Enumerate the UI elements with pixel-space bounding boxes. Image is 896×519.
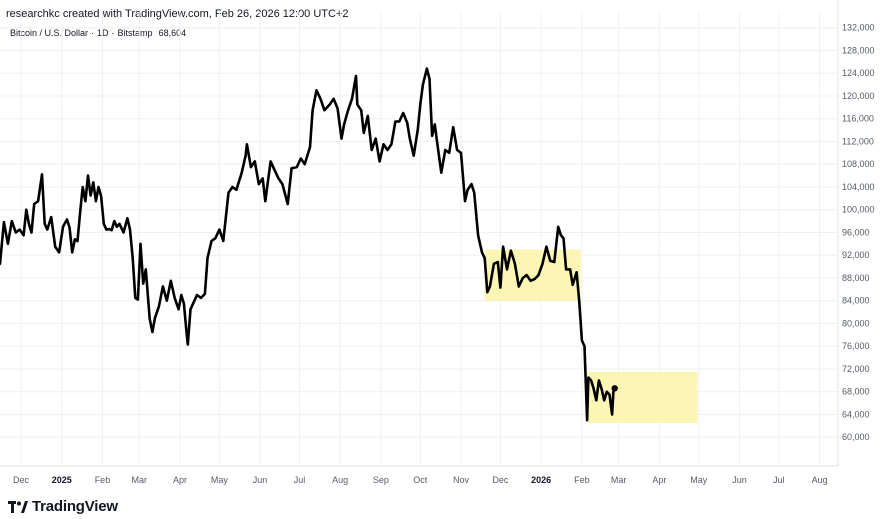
x-tick-label: Feb	[95, 475, 111, 485]
y-tick-label: 60,000	[842, 432, 870, 442]
x-axis: Dec 2025 Feb Mar Apr May Jun Jul Aug Sep Oct Nov Dec…	[0, 465, 838, 485]
y-tick-label: 64,000	[842, 409, 870, 419]
x-tick-label: 2025	[52, 475, 72, 485]
x-tick-label: Nov	[453, 475, 470, 485]
y-axis: 132,000 128,000 124,000 120,000 116,000 112,0…	[837, 0, 875, 466]
x-tick-label: Mar	[611, 475, 627, 485]
price-line-group	[0, 67, 618, 422]
y-tick-label: 100,000	[842, 205, 875, 215]
y-tick-label: 112,000	[842, 136, 874, 146]
x-tick-label: Aug	[812, 475, 828, 485]
x-tick-label: Aug	[332, 475, 348, 485]
x-tick-label: May	[211, 475, 229, 485]
y-tick-label: 108,000	[842, 159, 875, 169]
y-tick-label: 128,000	[842, 45, 875, 55]
tradingview-logo-icon	[8, 500, 28, 513]
y-tick-label: 72,000	[842, 364, 870, 374]
last-price: 68,604	[158, 28, 187, 38]
tradingview-brand[interactable]: TradingView	[8, 498, 118, 515]
x-tick-label: Feb	[574, 475, 590, 485]
y-tick-label: 92,000	[842, 250, 870, 260]
x-tick-label: Mar	[131, 475, 147, 485]
y-tick-label: 116,000	[842, 114, 874, 124]
y-tick-label: 124,000	[842, 68, 875, 78]
y-tick-label: 104,000	[842, 182, 875, 192]
x-tick-label: Sep	[373, 475, 389, 485]
symbol-name: Bitcoin / U.S. Dollar	[10, 28, 89, 38]
x-tick-label: 2026	[531, 475, 551, 485]
y-tick-label: 88,000	[842, 273, 870, 283]
x-tick-label: Oct	[413, 475, 428, 485]
x-tick-label: Dec	[492, 475, 509, 485]
x-tick-label: Jul	[773, 475, 785, 485]
x-tick-label: May	[690, 475, 708, 485]
y-tick-label: 68,000	[842, 387, 870, 397]
y-tick-label: 76,000	[842, 341, 870, 351]
price-line	[0, 67, 617, 422]
y-tick-label: 80,000	[842, 318, 870, 328]
y-tick-label: 96,000	[842, 227, 870, 237]
y-tick-label: 84,000	[842, 296, 870, 306]
brand-name: TradingView	[32, 498, 118, 515]
x-tick-label: Jun	[253, 475, 268, 485]
grid	[0, 12, 838, 466]
last-price-marker	[611, 385, 618, 392]
x-tick-label: Apr	[652, 475, 666, 485]
x-tick-label: Jul	[294, 475, 306, 485]
y-tick-label: 132,000	[842, 23, 875, 33]
x-tick-label: Apr	[173, 475, 187, 485]
symbol-exchange: Bitstamp	[117, 28, 153, 38]
x-tick-label: Jun	[732, 475, 747, 485]
y-tick-label: 120,000	[842, 91, 875, 101]
chart-credit: researchkc created with TradingView.com,…	[6, 8, 349, 20]
x-tick-label: Dec	[13, 475, 30, 485]
